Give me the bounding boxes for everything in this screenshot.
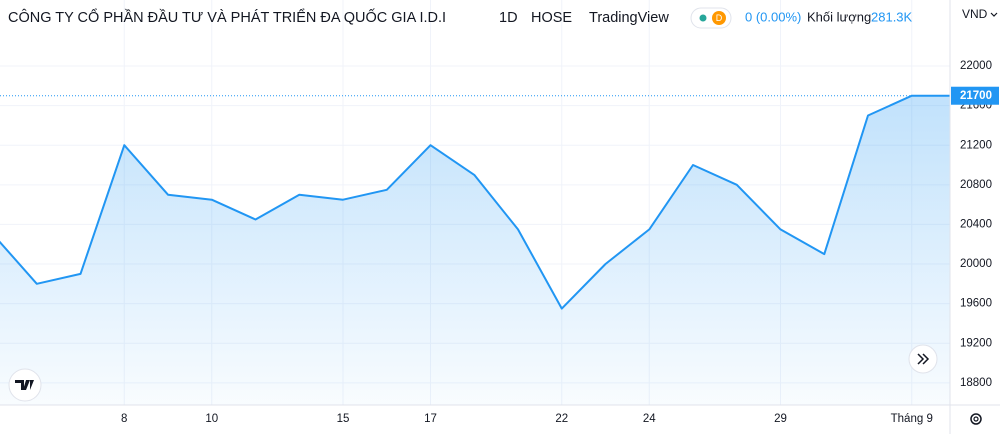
y-tick-label: 22000 xyxy=(960,60,992,72)
y-tick-label: 20800 xyxy=(960,179,992,191)
y-tick-label: 19200 xyxy=(960,337,992,349)
x-tick-label: 24 xyxy=(643,413,656,425)
volume-label: Khối lượng xyxy=(807,9,871,24)
y-tick-label: 20400 xyxy=(960,218,992,230)
x-tick-label: 22 xyxy=(555,413,568,425)
volume: 281.3K xyxy=(871,9,913,24)
delay-icon xyxy=(712,11,726,25)
status-dot xyxy=(699,14,707,22)
y-tick-label: 20000 xyxy=(960,258,992,270)
chart-title: CÔNG TY CỔ PHẦN ĐẦU TƯ VÀ PHÁT TRIỂN ĐA … xyxy=(8,8,446,26)
change: 0 (0.00%) xyxy=(745,9,801,24)
x-tick-label: 8 xyxy=(121,413,127,425)
interval: 1D xyxy=(499,10,518,26)
tv-logo[interactable] xyxy=(8,368,42,402)
last-price-box xyxy=(951,86,999,105)
currency-box[interactable] xyxy=(951,2,999,28)
y-tick-label: 21200 xyxy=(960,139,992,151)
area xyxy=(0,95,950,405)
x-tick-label: Tháng 9 xyxy=(891,413,933,425)
x-tick-label: 17 xyxy=(424,413,437,425)
y-tick-label: 19600 xyxy=(960,298,992,310)
currency[interactable]: VND xyxy=(962,7,988,21)
exchange: HOSE xyxy=(531,10,572,26)
x-tick-label: 10 xyxy=(205,413,218,425)
x-tick-label: 29 xyxy=(774,413,787,425)
source: TradingView xyxy=(589,10,669,26)
last-price-label: 21700 xyxy=(960,90,992,102)
price-line xyxy=(0,94,950,310)
y-tick-label: 18800 xyxy=(960,377,992,389)
x-tick-label: 15 xyxy=(337,413,350,425)
svg-text:D: D xyxy=(716,13,723,23)
scroll-button[interactable] xyxy=(908,344,938,374)
settings-icon[interactable] xyxy=(970,413,982,425)
